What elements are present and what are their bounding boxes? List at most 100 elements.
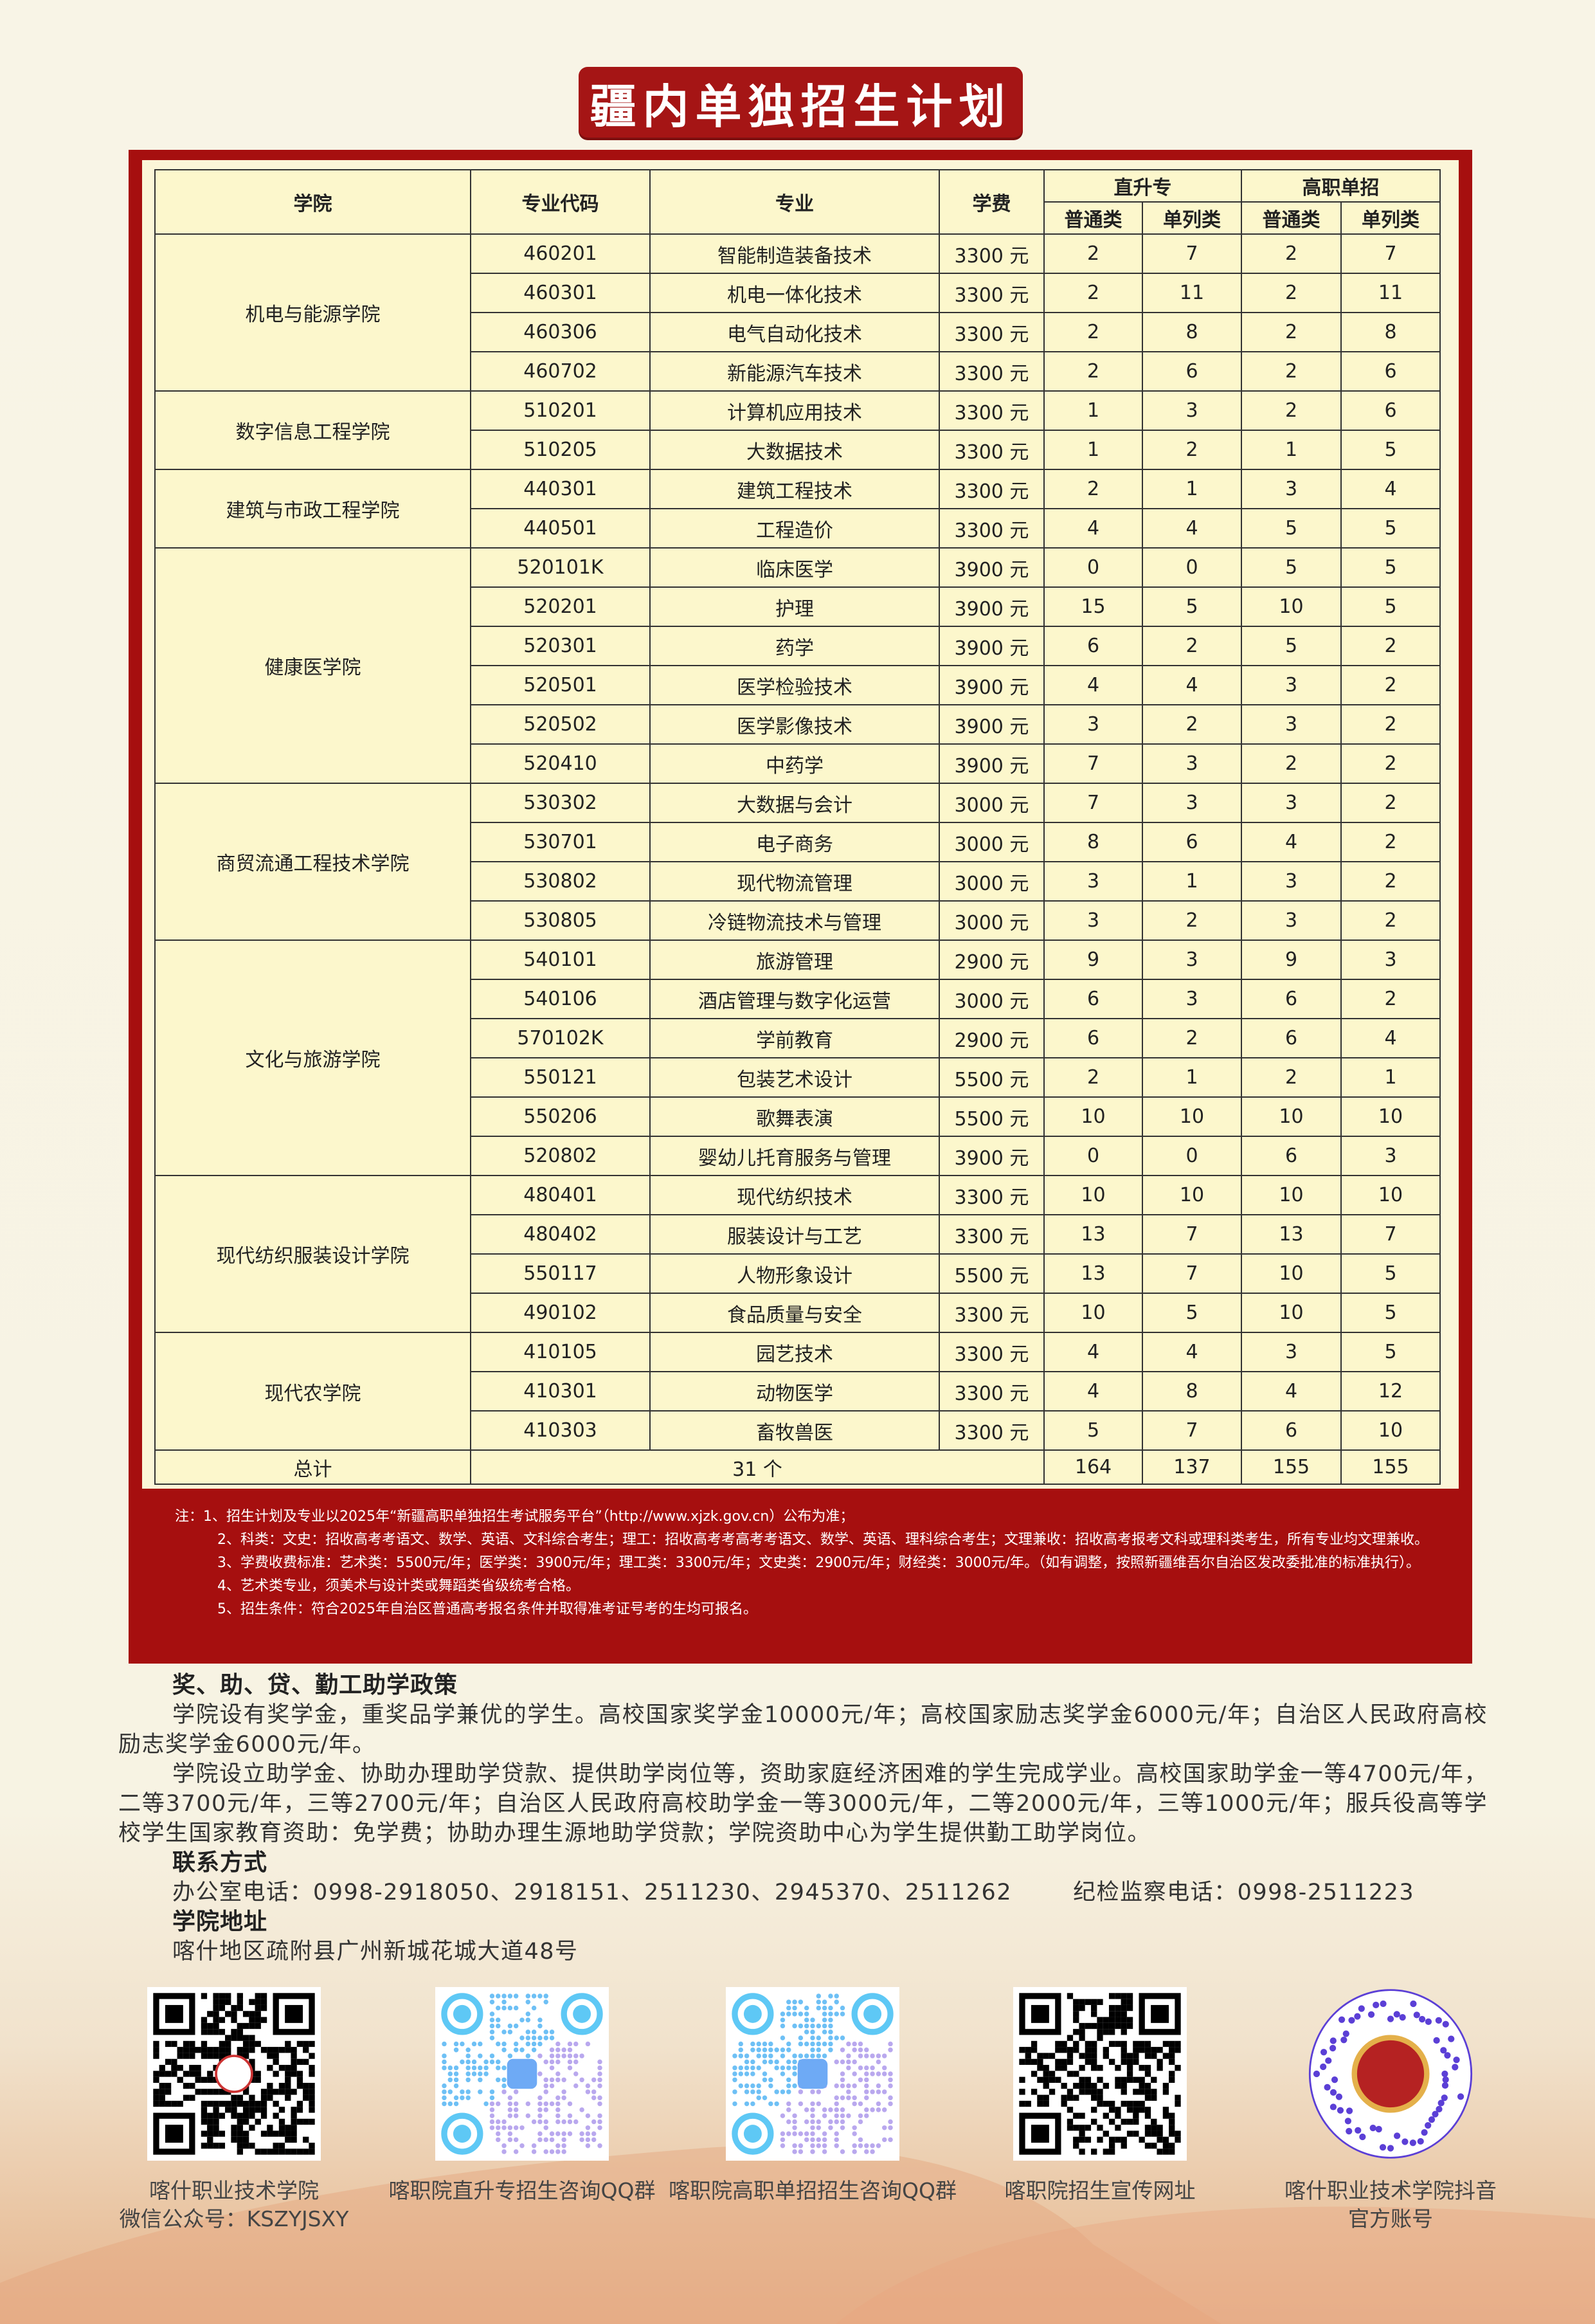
gz-regular-cell: 10 — [1241, 1175, 1342, 1215]
code-cell: 460301 — [470, 273, 651, 313]
fee-cell: 2900 元 — [939, 1018, 1045, 1058]
address-heading: 学院地址 — [172, 1909, 268, 1935]
code-cell: 410303 — [470, 1410, 651, 1451]
zsz-separate-cell: 6 — [1142, 351, 1242, 392]
fee-cell: 3300 元 — [939, 469, 1045, 509]
qr-code-icon — [1308, 1989, 1473, 2159]
fee-cell: 3300 元 — [939, 312, 1045, 352]
zsz-regular-cell: 4 — [1043, 1371, 1143, 1412]
qr-caption: 喀职院高职单招招生咨询QQ群 — [652, 2177, 973, 2205]
gz-regular-cell: 3 — [1241, 1332, 1342, 1372]
zsz-separate-cell: 7 — [1142, 1410, 1242, 1451]
fee-cell: 3900 元 — [939, 626, 1045, 666]
fee-cell: 5500 元 — [939, 1096, 1045, 1137]
zsz-regular-cell: 13 — [1043, 1214, 1143, 1255]
zsz-regular-cell: 8 — [1043, 822, 1143, 862]
zsz-regular-cell: 7 — [1043, 783, 1143, 823]
zsz-separate-cell: 2 — [1142, 1018, 1242, 1058]
gz-separate-cell: 10 — [1340, 1410, 1441, 1451]
note-1: 注：1、招生计划及专业以2025年“新疆高职单独招生考试服务平台”（http:/… — [175, 1509, 854, 1525]
fee-cell: 3900 元 — [939, 743, 1045, 784]
gz-separate-cell: 6 — [1340, 390, 1441, 431]
gz-regular-cell: 2 — [1241, 273, 1342, 313]
zsz-separate-cell: 1 — [1142, 469, 1242, 509]
note-3: 3、学费收费标准：艺术类：5500元/年；医学类：3900元/年；理工类：330… — [217, 1555, 1421, 1571]
code-cell: 520802 — [470, 1136, 651, 1176]
major-cell: 冷链物流技术与管理 — [649, 900, 940, 941]
zsz-separate-cell: 5 — [1142, 586, 1242, 627]
gz-separate-cell: 2 — [1340, 704, 1441, 745]
gz-separate-cell: 11 — [1340, 273, 1441, 313]
gz-separate-cell: 2 — [1340, 743, 1441, 784]
gz-separate-cell: 5 — [1340, 1332, 1441, 1372]
zsz-regular-cell: 6 — [1043, 1018, 1143, 1058]
zsz-separate-cell: 7 — [1142, 1214, 1242, 1255]
table-row: 480402 服装设计与工艺 3300 元 13 7 13 7 — [155, 1214, 1441, 1255]
zsz-separate-cell: 6 — [1142, 822, 1242, 862]
address-value: 喀什地区疏附县广州新城花城大道48号 — [172, 1939, 579, 1965]
zsz-separate-cell: 2 — [1142, 704, 1242, 745]
major-cell: 酒店管理与数字化运营 — [649, 979, 940, 1019]
notes: 注：1、招生计划及专业以2025年“新疆高职单独招生考试服务平台”（http:/… — [141, 1505, 1466, 1621]
fee-cell: 3300 元 — [939, 1175, 1045, 1215]
code-cell: 530805 — [470, 900, 651, 941]
header-zhishengzhuan: 直升专 — [1043, 169, 1242, 203]
code-cell: 490102 — [470, 1293, 651, 1333]
zsz-separate-cell: 1 — [1142, 1057, 1242, 1098]
fee-cell: 3000 元 — [939, 783, 1045, 823]
qr-code-qq — [435, 1987, 609, 2161]
major-cell: 电子商务 — [649, 822, 940, 862]
gz-regular-cell: 2 — [1241, 351, 1342, 392]
qr-code-row — [0, 1981, 1595, 2251]
gz-regular-cell: 5 — [1241, 547, 1342, 588]
college-cell: 现代纺织服装设计学院 — [154, 1175, 471, 1333]
fee-cell: 3300 元 — [939, 1410, 1045, 1451]
gz-separate-cell: 8 — [1340, 312, 1441, 352]
code-cell: 460702 — [470, 351, 651, 392]
header-college: 学院 — [154, 169, 471, 235]
gz-regular-cell: 9 — [1241, 940, 1342, 980]
zsz-regular-cell: 0 — [1043, 1136, 1143, 1176]
gz-separate-cell: 4 — [1340, 1018, 1441, 1058]
zsz-regular-cell: 3 — [1043, 704, 1143, 745]
note-5: 5、招生条件：符合2025年自治区普通高考报名条件并取得准考证号考的生均可报名。 — [217, 1601, 757, 1617]
gz-separate-cell: 2 — [1340, 626, 1441, 666]
code-cell: 520301 — [470, 626, 651, 666]
fee-cell: 3300 元 — [939, 430, 1045, 470]
fee-cell: 3300 元 — [939, 273, 1045, 313]
zsz-separate-cell: 3 — [1142, 743, 1242, 784]
gz-regular-cell: 5 — [1241, 626, 1342, 666]
gz-separate-cell: 5 — [1340, 508, 1441, 549]
major-cell: 食品质量与安全 — [649, 1293, 940, 1333]
gz-separate-cell: 2 — [1340, 861, 1441, 902]
code-cell: 480402 — [470, 1214, 651, 1255]
admission-plan-frame: 学院 专业代码 专业 学费 直升专 高职单招 普通类 单列类 普通类 单列类 机… — [129, 150, 1472, 1664]
major-cell: 现代物流管理 — [649, 861, 940, 902]
gz-separate-cell: 1 — [1340, 1057, 1441, 1098]
zsz-regular-cell: 4 — [1043, 1332, 1143, 1372]
zsz-separate-cell: 3 — [1142, 783, 1242, 823]
zsz-separate-cell: 4 — [1142, 665, 1242, 705]
header-zsz-separate: 单列类 — [1142, 201, 1242, 235]
zsz-separate-cell: 2 — [1142, 626, 1242, 666]
header-fee: 学费 — [939, 169, 1045, 235]
college-cell: 机电与能源学院 — [154, 233, 471, 392]
qr-caption-line-2: 官方账号 — [1348, 2206, 1433, 2231]
header-gz-separate: 单列类 — [1340, 201, 1441, 235]
major-cell: 学前教育 — [649, 1018, 940, 1058]
code-cell: 460306 — [470, 312, 651, 352]
gz-separate-cell: 2 — [1340, 665, 1441, 705]
zsz-regular-cell: 15 — [1043, 586, 1143, 627]
gz-regular-cell: 2 — [1241, 743, 1342, 784]
major-cell: 计算机应用技术 — [649, 390, 940, 431]
major-cell: 新能源汽车技术 — [649, 351, 940, 392]
gz-separate-cell: 2 — [1340, 822, 1441, 862]
qr-caption-line-1: 喀职院直升专招生咨询QQ群 — [388, 2178, 656, 2203]
gz-regular-cell: 2 — [1241, 312, 1342, 352]
